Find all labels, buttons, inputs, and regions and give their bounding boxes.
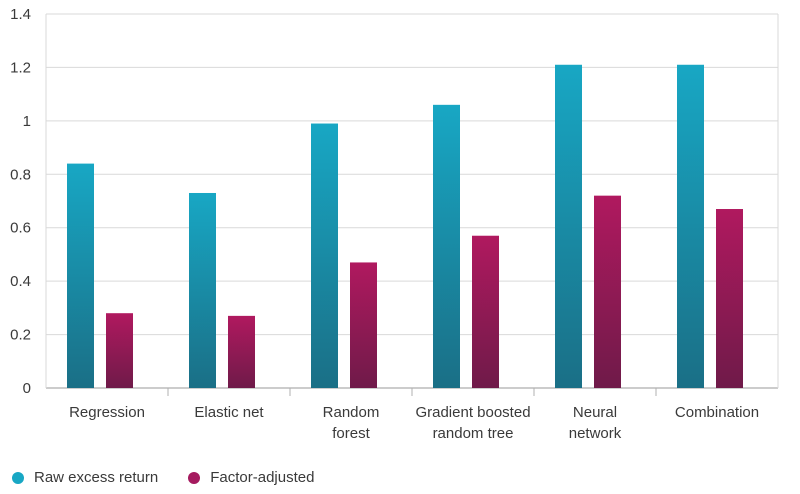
y-tick-label: 0.2 — [10, 327, 31, 344]
bar-factor-adjusted — [106, 313, 133, 388]
legend-item-raw: Raw excess return — [12, 469, 158, 486]
bar-factor-adjusted — [716, 209, 743, 388]
x-category-label: Neural — [573, 404, 617, 421]
bar-raw-excess-return — [311, 123, 338, 389]
x-category-label: Combination — [675, 404, 759, 421]
legend: Raw excess return Factor-adjusted — [12, 469, 344, 486]
y-tick-label: 0.6 — [10, 220, 31, 237]
x-category-label: Gradient boosted — [415, 404, 530, 421]
x-category-label: network — [569, 425, 622, 442]
bar-raw-excess-return — [189, 192, 216, 388]
y-axis-ticks: 0 0.2 0.4 0.6 0.8 1 1.2 1.4 — [10, 6, 31, 397]
y-tick-label: 1.4 — [10, 6, 31, 23]
y-tick-label: 1.2 — [10, 59, 31, 76]
gridlines — [45, 13, 779, 396]
legend-item-adjusted: Factor-adjusted — [188, 469, 314, 486]
x-category-label: random tree — [433, 425, 514, 442]
bar-raw-excess-return — [555, 64, 582, 388]
bar-factor-adjusted — [594, 195, 621, 388]
y-tick-label: 0.4 — [10, 273, 31, 290]
x-axis-categories: Regression Elastic net Random forest Gradien… — [69, 404, 759, 442]
bar-factor-adjusted — [472, 235, 499, 388]
legend-label-adjusted: Factor-adjusted — [210, 469, 315, 486]
bar-factor-adjusted — [228, 315, 255, 388]
bar-raw-excess-return — [677, 64, 704, 388]
x-category-label: Elastic net — [194, 404, 264, 421]
bar-raw-excess-return — [67, 163, 94, 388]
bar-raw-excess-return — [433, 104, 460, 388]
y-tick-label: 1 — [23, 113, 31, 130]
x-category-label: forest — [332, 425, 370, 442]
legend-swatch-adjusted — [188, 471, 201, 484]
bars — [67, 64, 743, 389]
legend-swatch-raw — [12, 471, 24, 484]
legend-label-raw: Raw excess return — [34, 469, 159, 486]
y-tick-label: 0 — [23, 380, 31, 397]
x-category-label: Regression — [69, 404, 145, 421]
y-tick-label: 0.8 — [10, 166, 31, 183]
bar-factor-adjusted — [350, 262, 377, 388]
x-category-label: Random — [323, 404, 380, 421]
